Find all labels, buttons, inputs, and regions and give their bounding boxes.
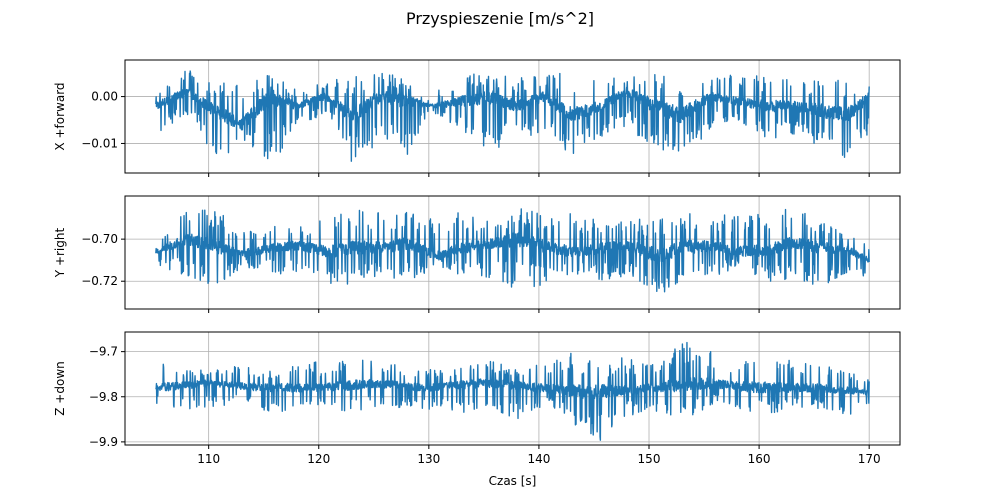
subplot-1: 0.00 −0.01 X +forward	[53, 59, 901, 177]
y-axis-label: X +forward	[53, 82, 67, 150]
x-tick-label: 140	[527, 452, 550, 466]
x-tick-label: 120	[307, 452, 330, 466]
subplot-2: −0.70 −0.72 Y +right	[53, 195, 901, 313]
y-axis-label: Z +down	[53, 361, 67, 415]
axes-frame	[124, 59, 901, 174]
figure-title: Przyspieszenie [m/s^2]	[406, 9, 594, 28]
series-line	[155, 341, 870, 441]
axes-frame	[124, 331, 901, 446]
x-tick-label: 150	[638, 452, 661, 466]
x-axis-label: Czas [s]	[489, 474, 537, 488]
series-line	[155, 70, 870, 162]
x-tick-label: 170	[858, 452, 881, 466]
x-tick-label: 130	[417, 452, 440, 466]
y-tick-label: −0.70	[81, 232, 118, 246]
subplot-3: 110 120 130 140 150 160 170 −9.7 −9.8 −9.9 Z +down…	[53, 331, 901, 488]
y-tick-label: −9.7	[89, 345, 118, 359]
axes-frame	[124, 195, 901, 310]
series-line	[155, 208, 870, 293]
x-tick-label: 160	[748, 452, 771, 466]
y-tick-label: 0.00	[91, 90, 118, 104]
y-axis-label: Y +right	[53, 228, 67, 279]
y-tick-label: −9.9	[89, 435, 118, 449]
y-tick-label: −0.01	[81, 136, 118, 150]
x-tick-label: 110	[197, 452, 220, 466]
y-tick-label: −9.8	[89, 390, 118, 404]
y-tick-label: −0.72	[81, 274, 118, 288]
